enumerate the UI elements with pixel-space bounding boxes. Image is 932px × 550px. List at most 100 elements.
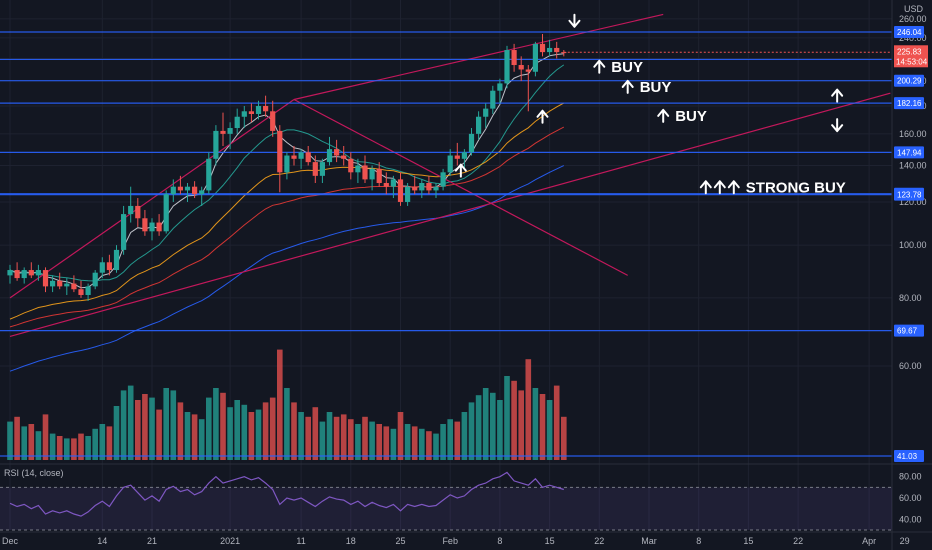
candle-body[interactable] <box>206 158 212 191</box>
candle-body[interactable] <box>518 65 524 70</box>
rsi-pane[interactable]: RSI (14, close) 80.00 60.00 40.00 <box>0 463 932 531</box>
candle-body[interactable] <box>270 111 276 131</box>
candle-body[interactable] <box>149 222 155 232</box>
candle-body[interactable] <box>504 50 510 84</box>
trendline-descending[interactable] <box>293 98 628 276</box>
candle-body[interactable] <box>412 186 418 191</box>
candle-body[interactable] <box>348 158 354 173</box>
candle-body[interactable] <box>362 165 368 180</box>
candle-body[interactable] <box>426 183 432 191</box>
candle-body[interactable] <box>14 270 20 279</box>
candle-body[interactable] <box>177 186 183 191</box>
candle-body[interactable] <box>454 155 460 159</box>
candle-body[interactable] <box>298 152 304 159</box>
candle-body[interactable] <box>99 262 105 273</box>
volume-bar <box>92 428 98 460</box>
volume-bar <box>461 412 468 460</box>
time-tick-label: 22 <box>594 536 604 546</box>
candle-body[interactable] <box>64 283 70 287</box>
candle-body[interactable] <box>227 128 233 134</box>
candle-body[interactable] <box>355 165 361 173</box>
candle-body[interactable] <box>156 222 162 232</box>
candle-body[interactable] <box>497 83 503 91</box>
time-tick-label: Mar <box>641 536 657 546</box>
candle-body[interactable] <box>78 289 84 295</box>
candle-body[interactable] <box>277 130 283 173</box>
candle-body[interactable] <box>28 270 34 276</box>
volume-bar <box>340 414 347 460</box>
candle-body[interactable] <box>405 186 411 202</box>
volume-bar <box>319 421 326 460</box>
level-price-tag <box>894 74 924 87</box>
trendline-support[interactable] <box>9 92 891 337</box>
volume-bar <box>383 426 390 460</box>
candle-body[interactable] <box>184 186 191 191</box>
candle-body[interactable] <box>170 186 176 195</box>
candle-body[interactable] <box>305 152 311 163</box>
price-axis[interactable]: USD260.00240.00220.00200.00180.00160.001… <box>891 0 932 550</box>
candle-body[interactable] <box>369 168 375 180</box>
candle-body[interactable] <box>525 69 531 72</box>
candle-body[interactable] <box>142 218 148 232</box>
candle-body[interactable] <box>263 105 269 112</box>
trendline-upper-channel[interactable] <box>293 13 664 101</box>
candle-body[interactable] <box>468 133 475 153</box>
volume-bar <box>248 412 255 460</box>
candle-body[interactable] <box>341 155 347 159</box>
trendline-left[interactable] <box>9 98 295 299</box>
candle-body[interactable] <box>241 111 247 117</box>
candle-body[interactable] <box>248 111 254 115</box>
candle-body[interactable] <box>440 172 446 187</box>
candle-body[interactable] <box>390 179 396 187</box>
candle-body[interactable] <box>21 270 27 279</box>
candle-body[interactable] <box>547 47 553 53</box>
candle-body[interactable] <box>397 179 404 202</box>
candle-body[interactable] <box>554 47 560 53</box>
candle-body[interactable] <box>135 205 141 219</box>
candle-body[interactable] <box>50 280 56 287</box>
candle-body[interactable] <box>199 190 205 195</box>
candle-body[interactable] <box>483 108 489 117</box>
candle-body[interactable] <box>476 116 482 134</box>
candle-body[interactable] <box>121 214 127 250</box>
candle-body[interactable] <box>334 149 340 156</box>
price-tick-label: 100.00 <box>899 240 927 250</box>
candle-body[interactable] <box>57 280 63 287</box>
candle-body[interactable] <box>447 155 453 173</box>
candle-body[interactable] <box>376 168 382 184</box>
candle-body[interactable] <box>539 43 546 53</box>
candle-body[interactable] <box>7 270 13 276</box>
candle-body[interactable] <box>234 116 240 129</box>
rsi-line[interactable] <box>9 471 564 517</box>
candle-body[interactable] <box>511 50 517 66</box>
candles[interactable] <box>7 33 567 301</box>
candle-body[interactable] <box>128 205 134 215</box>
candle-body[interactable] <box>319 162 325 176</box>
candle-body[interactable] <box>284 155 290 173</box>
candle-body[interactable] <box>220 130 226 134</box>
candle-body[interactable] <box>326 149 333 163</box>
candle-body[interactable] <box>383 183 389 187</box>
candle-body[interactable] <box>192 186 198 195</box>
candle-body[interactable] <box>163 194 169 232</box>
candle-body[interactable] <box>92 272 98 287</box>
candle-body[interactable] <box>113 249 120 271</box>
candle-body[interactable] <box>85 286 91 295</box>
candle-body[interactable] <box>433 186 439 191</box>
candle-body[interactable] <box>42 270 49 287</box>
candle-body[interactable] <box>71 283 77 290</box>
candle-body[interactable] <box>106 262 112 271</box>
candle-body[interactable] <box>532 43 538 72</box>
candle-body[interactable] <box>461 152 467 159</box>
candle-body[interactable] <box>312 162 318 176</box>
candle-body[interactable] <box>213 130 219 159</box>
time-axis[interactable]: Dec 14 21 2021 11 18 25 Feb 8 15 22 Mar 8 15 22 Apr 29 <box>0 531 932 546</box>
volume-bar <box>468 402 475 460</box>
candle-body[interactable] <box>561 52 567 54</box>
candle-body[interactable] <box>291 155 297 159</box>
candle-body[interactable] <box>490 90 496 109</box>
candle-body[interactable] <box>419 183 425 191</box>
candle-body[interactable] <box>35 270 41 276</box>
candle-body[interactable] <box>255 105 262 115</box>
